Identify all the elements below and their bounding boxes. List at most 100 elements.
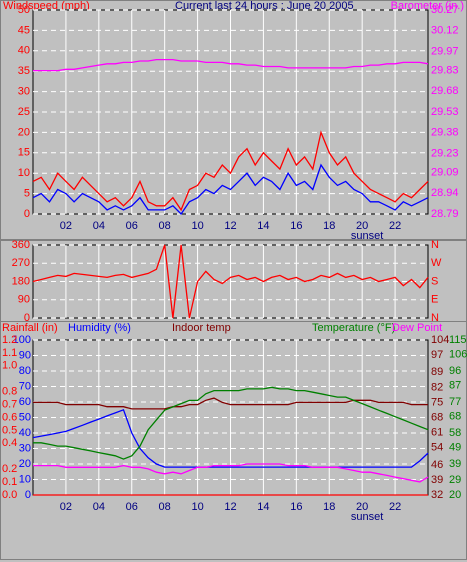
x-tick-label: 20 — [356, 501, 368, 513]
y3-tick-label: 77 — [449, 396, 461, 408]
y4-tick-label: 0.1 — [2, 476, 17, 488]
y-tick-label: 70 — [19, 380, 31, 392]
y-tick-label: 80 — [19, 365, 31, 377]
legend-entry: Temperature (°F) — [312, 322, 395, 334]
y2-tick-label: 29.53 — [431, 106, 459, 118]
y-tick-label: 0 — [24, 208, 30, 220]
x-tick-label: 10 — [191, 220, 203, 232]
y3-tick-label: 115 — [449, 334, 467, 346]
y3-tick-label: 20 — [449, 489, 461, 501]
x-tick-label: 22 — [389, 220, 401, 232]
y-tick-label: 25 — [18, 106, 30, 118]
x-tick-label: 18 — [323, 501, 335, 513]
legend-entry: Rainfall (in) — [2, 322, 58, 334]
series-line — [32, 130, 429, 212]
y2-tick-label: W — [431, 257, 442, 269]
y2-tick-label: 61 — [431, 426, 443, 438]
y2-tick-label: 97 — [431, 349, 443, 361]
x-tick-label: 16 — [290, 220, 302, 232]
x-tick-label: 12 — [224, 501, 236, 513]
x-tick-label: 22 — [389, 501, 401, 513]
y-tick-label: 5 — [24, 188, 30, 200]
y4-tick-label: 0.0 — [2, 489, 17, 501]
y3-tick-label: 29 — [449, 474, 461, 486]
y2-tick-label: 29.83 — [431, 65, 459, 77]
y-tick-label: 40 — [18, 45, 30, 57]
x-tick-label: 18 — [323, 220, 335, 232]
y-tick-label: 40 — [19, 427, 31, 439]
y-tick-label: 90 — [18, 294, 30, 306]
annotation: sunset — [351, 511, 383, 523]
y3-tick-label: 68 — [449, 411, 461, 423]
series-line — [33, 386, 429, 460]
y2-tick-label: N — [431, 312, 439, 324]
x-tick-label: 14 — [257, 220, 269, 232]
y-tick-label: 15 — [18, 147, 30, 159]
chart-title: Current last 24 hours : June 20 2005 — [175, 0, 354, 12]
y-tick-label: 10 — [18, 167, 30, 179]
y-tick-label: 90 — [19, 349, 31, 361]
y-tick-label: 60 — [19, 396, 31, 408]
x-tick-label: 08 — [159, 220, 171, 232]
series-line — [32, 244, 429, 319]
y-axis-label: Windspeed (mph) — [3, 0, 90, 12]
y2-tick-label: 89 — [431, 366, 443, 378]
y2-tick-label: 75 — [431, 396, 443, 408]
y4-tick-label: 1.1 — [2, 347, 17, 359]
y-tick-label: 50 — [18, 4, 30, 16]
y2-tick-label: 28.94 — [431, 187, 459, 199]
x-tick-label: 02 — [60, 501, 72, 513]
x-tick-label: 08 — [159, 501, 171, 513]
y4-tick-label: 0.8 — [2, 386, 17, 398]
y-tick-label: 100 — [13, 334, 31, 346]
y4-tick-label: 1.2 — [2, 334, 17, 346]
y2-tick-label: 104 — [431, 334, 449, 346]
y2-tick-label: 29.23 — [431, 147, 459, 159]
y-tick-label: 50 — [19, 411, 31, 423]
y2-tick-label: 29.97 — [431, 45, 459, 57]
y-tick-label: 35 — [18, 65, 30, 77]
legend-entry: Dew Point — [392, 322, 442, 334]
x-tick-label: 04 — [93, 220, 105, 232]
y2-axis-label: Barometer (in.) — [391, 0, 464, 12]
y-tick-label: 30 — [18, 86, 30, 98]
y2-tick-label: 28.79 — [431, 208, 459, 220]
y-tick-label: 30 — [19, 442, 31, 454]
y2-tick-label: 68 — [431, 411, 443, 423]
y2-tick-label: 46 — [431, 459, 443, 471]
y2-tick-label: 32 — [431, 489, 443, 501]
y4-tick-label: 0.5 — [2, 424, 17, 436]
x-tick-label: 14 — [257, 501, 269, 513]
x-tick-label: 04 — [93, 501, 105, 513]
y-tick-label: 180 — [12, 275, 30, 287]
y4-tick-label: 0.7 — [2, 398, 17, 410]
y2-tick-label: E — [431, 294, 438, 306]
y2-tick-label: 39 — [431, 474, 443, 486]
y-tick-label: 0 — [24, 312, 30, 324]
x-tick-label: 06 — [126, 220, 138, 232]
y3-tick-label: 87 — [449, 380, 461, 392]
y3-tick-label: 39 — [449, 458, 461, 470]
y3-tick-label: 58 — [449, 427, 461, 439]
y4-tick-label: 1.0 — [2, 360, 17, 372]
y2-tick-label: 30.12 — [431, 25, 459, 37]
y2-tick-label: 30.27 — [431, 4, 459, 16]
y2-tick-label: 82 — [431, 381, 443, 393]
y-tick-label: 45 — [18, 24, 30, 36]
x-tick-label: 12 — [224, 220, 236, 232]
series-line — [33, 58, 429, 72]
y4-tick-label: 0.4 — [2, 437, 17, 449]
y2-tick-label: 29.38 — [431, 127, 459, 139]
x-tick-label: 06 — [126, 501, 138, 513]
y2-tick-label: 29.68 — [431, 85, 459, 97]
legend-entry: Humidity (%) — [68, 322, 131, 334]
y4-tick-label: 0.6 — [2, 411, 17, 423]
series-line — [32, 408, 429, 468]
y-tick-label: 360 — [12, 239, 30, 251]
y-tick-label: 20 — [18, 126, 30, 138]
legend-entry: Indoor temp — [172, 322, 231, 334]
y-tick-label: 10 — [19, 473, 31, 485]
series-line — [33, 463, 429, 483]
y4-tick-label: 0.2 — [2, 463, 17, 475]
